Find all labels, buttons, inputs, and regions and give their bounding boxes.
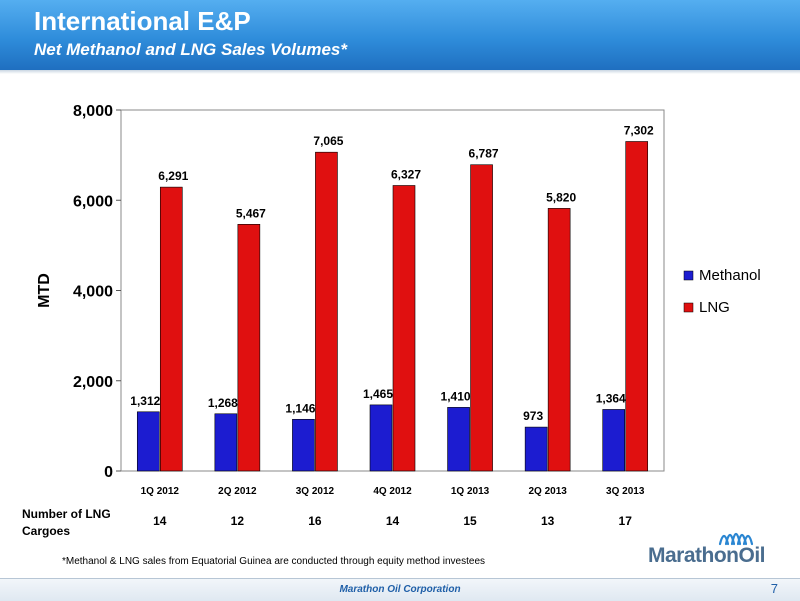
- bar-methanol: [292, 418, 315, 472]
- bar-methanol: [369, 404, 393, 472]
- cargo-count: 17: [618, 514, 632, 528]
- page-title: International E&P: [34, 6, 251, 36]
- marathon-oil-logo: MarathonOil: [648, 522, 788, 572]
- cargo-count: 16: [308, 514, 322, 528]
- cargoes-label-line1: Number of LNG: [22, 507, 111, 521]
- data-label-methanol: 1,465: [363, 387, 393, 401]
- y-tick-label: 4,000: [73, 284, 113, 301]
- bar-methanol: [214, 413, 238, 472]
- bar-methanol: [447, 407, 470, 472]
- footnote: *Methanol & LNG sales from Equatorial Gu…: [62, 556, 486, 567]
- legend-label-lng: LNG: [699, 299, 730, 316]
- data-label-lng: 6,787: [469, 147, 499, 161]
- x-tick-label: 3Q 2013: [606, 486, 645, 497]
- y-tick-label: 2,000: [73, 374, 113, 391]
- y-tick-label: 6,000: [73, 193, 113, 210]
- page-subtitle: Net Methanol and LNG Sales Volumes*: [34, 40, 347, 59]
- data-label-methanol: 1,364: [596, 391, 626, 405]
- data-label-methanol: 1,268: [208, 396, 238, 410]
- data-label-methanol: 973: [523, 409, 543, 423]
- data-label-methanol: 1,146: [285, 401, 315, 415]
- cargoes-label-line2: Cargoes: [22, 524, 71, 538]
- cargo-count: 13: [540, 514, 555, 528]
- data-label-methanol: 1,410: [441, 389, 471, 403]
- header-banner: International E&P Net Methanol and LNG S…: [0, 0, 800, 70]
- y-tick-label: 0: [104, 464, 113, 481]
- bar-methanol: [602, 409, 626, 472]
- data-label-lng: 6,327: [391, 167, 421, 181]
- cargo-count: 14: [385, 514, 400, 528]
- data-label-methanol: 1,312: [130, 394, 160, 408]
- bar-lng: [392, 185, 416, 472]
- header-shadow: [0, 70, 800, 74]
- cargoes-label: Number of LNG Cargoes: [22, 506, 111, 540]
- x-tick-label: 1Q 2013: [451, 486, 490, 497]
- data-label-lng: 7,302: [624, 123, 654, 137]
- x-tick-label: 2Q 2013: [528, 486, 567, 497]
- cargo-count: 14: [153, 514, 167, 528]
- legend-swatch-lng: [683, 302, 694, 313]
- x-tick-label: 1Q 2012: [141, 486, 180, 497]
- bar-methanol: [524, 426, 548, 472]
- cargo-count: 15: [463, 514, 477, 528]
- bar-lng: [547, 208, 571, 472]
- data-label-lng: 5,467: [236, 206, 266, 220]
- page-number: 7: [770, 581, 778, 596]
- logo-wave-icon: [718, 532, 754, 546]
- data-label-lng: 5,820: [546, 190, 576, 204]
- y-tick-label: 8,000: [73, 103, 113, 120]
- cargo-count: 12: [230, 514, 245, 528]
- legend-swatch-methanol: [683, 270, 694, 281]
- logo-text: MarathonOil: [648, 544, 766, 567]
- footer-bar: Marathon Oil Corporation 7: [0, 578, 800, 601]
- x-tick-label: 3Q 2012: [296, 486, 335, 497]
- bar-lng: [237, 224, 261, 472]
- bar-lng: [625, 141, 649, 472]
- x-tick-label: 2Q 2012: [218, 486, 257, 497]
- plot-area: [120, 109, 665, 472]
- bar-lng: [470, 164, 493, 472]
- legend-label-methanol: Methanol: [699, 267, 761, 284]
- bar-methanol: [136, 411, 160, 472]
- bar-lng: [159, 186, 183, 472]
- data-label-lng: 6,291: [158, 169, 188, 183]
- bar-chart: 0 2,000 4,000 6,000 8,000 MTD 1,312 6,291 1Q 201…: [36, 103, 761, 497]
- y-axis-label: MTD: [36, 273, 53, 308]
- data-label-lng: 7,065: [313, 134, 343, 148]
- x-tick-label: 4Q 2012: [373, 486, 412, 497]
- footer-company: Marathon Oil Corporation: [339, 584, 461, 595]
- bar-lng: [315, 151, 338, 472]
